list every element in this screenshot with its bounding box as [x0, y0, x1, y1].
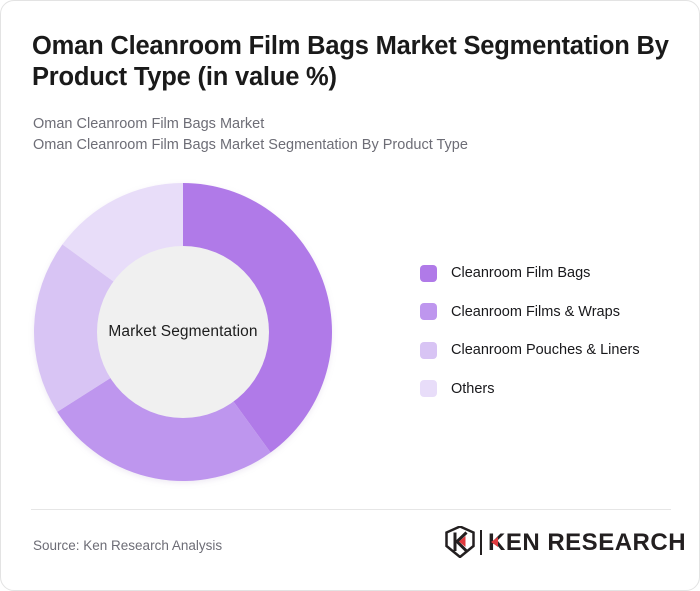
logo-shield-k-icon — [445, 526, 475, 558]
logo-divider — [480, 529, 482, 555]
ken-research-logo: KEN RESEARCH — [445, 525, 699, 559]
legend-label: Others — [451, 380, 495, 397]
legend-swatch-icon — [420, 341, 437, 359]
legend-swatch-icon — [420, 303, 437, 320]
legend-label: Cleanroom Pouches & Liners — [451, 342, 640, 358]
legend-swatch-icon — [420, 380, 437, 397]
svg-text:KEN RESEARCH: KEN RESEARCH — [488, 529, 686, 555]
legend-label: Cleanroom Films & Wraps — [451, 303, 620, 320]
legend-item[interactable]: Cleanroom Films & Wraps — [420, 302, 675, 322]
legend-label: Cleanroom Film Bags — [451, 265, 591, 281]
page-title: Oman Cleanroom Film Bags Market Segmenta… — [32, 32, 669, 91]
source-note: Source: Ken Research Analysis — [33, 538, 223, 553]
legend-item[interactable]: Cleanroom Film Bags — [420, 263, 675, 283]
legend-item[interactable]: Others — [420, 379, 675, 399]
logo-wordmark: KEN RESEARCH — [488, 529, 699, 555]
subtitle-segmentation: Oman Cleanroom Film Bags Market Segmenta… — [33, 137, 468, 153]
subtitle-market: Oman Cleanroom Film Bags Market — [33, 116, 265, 132]
footer-divider — [31, 509, 671, 510]
subtitle-group: Oman Cleanroom Film Bags Market Oman Cle… — [33, 114, 653, 156]
logo-wordmark-svg: KEN RESEARCH — [488, 529, 686, 555]
donut-svg — [34, 183, 332, 481]
chart-legend: Cleanroom Film Bags Cleanroom Films & Wra… — [420, 263, 675, 417]
donut-chart: Market Segmentation — [33, 182, 333, 482]
donut-hole — [97, 246, 269, 418]
legend-swatch-icon — [420, 264, 437, 282]
chart-area: Market Segmentation Cleanroom Film Bags C… — [1, 1, 699, 506]
legend-item[interactable]: Cleanroom Pouches & Liners — [420, 340, 675, 360]
